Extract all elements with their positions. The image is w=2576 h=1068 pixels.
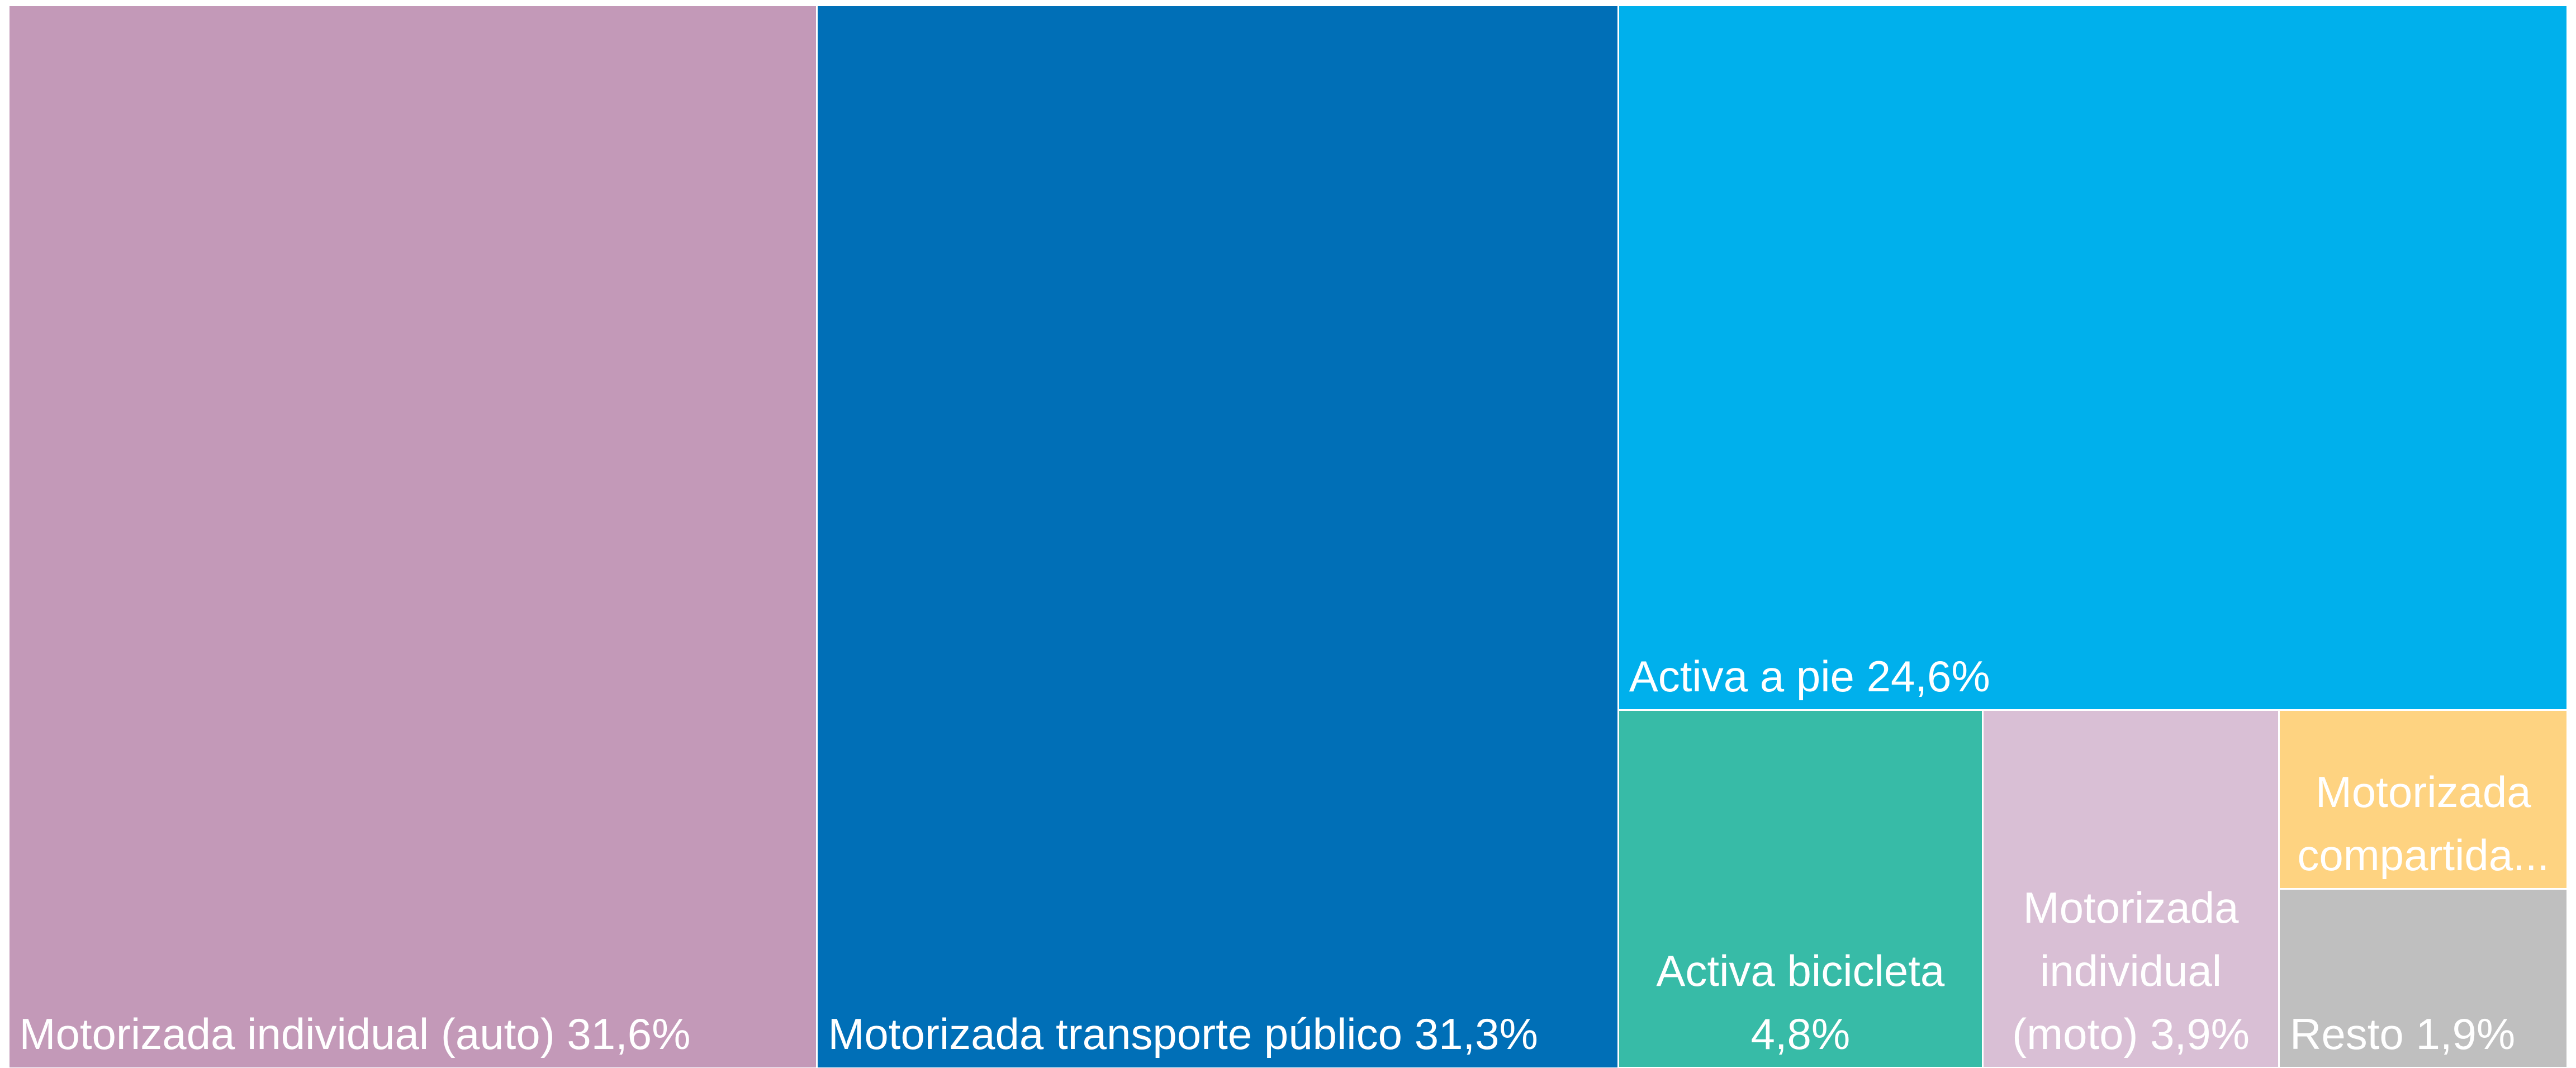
tile: Activa a pie 24,6%: [1619, 6, 2567, 709]
value-label: 1,9%: [2416, 1009, 2516, 1059]
category-label: Motorizada compartida...: [2297, 767, 2550, 880]
tile: Motorizada individual (moto) 3,9%: [1984, 710, 2279, 1067]
tile: Motorizada individual (auto) 31,6%: [9, 6, 817, 1067]
tile-label: Activa bicicleta 4,8%: [1619, 939, 1982, 1067]
value-label: 31,3%: [1414, 1009, 1538, 1059]
value-label: 31,6%: [567, 1009, 691, 1059]
tile-label: Motorizada individual (moto) 3,9%: [1984, 876, 2278, 1067]
tile-label: Motorizada transporte público 31,3%: [818, 1003, 1617, 1067]
value-label: 24,6%: [1866, 651, 1990, 701]
tile-label: Resto 1,9%: [2280, 1003, 2566, 1067]
tile-label: Motorizada individual (auto) 31,6%: [10, 1003, 817, 1067]
category-label: Motorizada individual (auto): [19, 1009, 555, 1059]
tile: Motorizada transporte público 31,3%: [818, 6, 1617, 1067]
category-label: Resto: [2290, 1009, 2404, 1059]
value-label: 4,8%: [1750, 1009, 1851, 1059]
value-label: 3,9%: [2150, 1009, 2250, 1059]
category-label: Motorizada transporte público: [828, 1009, 1403, 1059]
tile: Resto 1,9%: [2280, 890, 2567, 1067]
tile: Motorizada compartida...: [2280, 710, 2567, 889]
category-label: Activa bicicleta: [1656, 946, 1945, 996]
tile-label: Activa a pie 24,6%: [1619, 645, 2567, 709]
category-label: Motorizada individual (moto): [2012, 883, 2239, 1059]
tile-label: Motorizada compartida...: [2280, 761, 2566, 888]
category-label: Activa a pie: [1629, 651, 1854, 701]
tile: Activa bicicleta 4,8%: [1619, 710, 1982, 1067]
